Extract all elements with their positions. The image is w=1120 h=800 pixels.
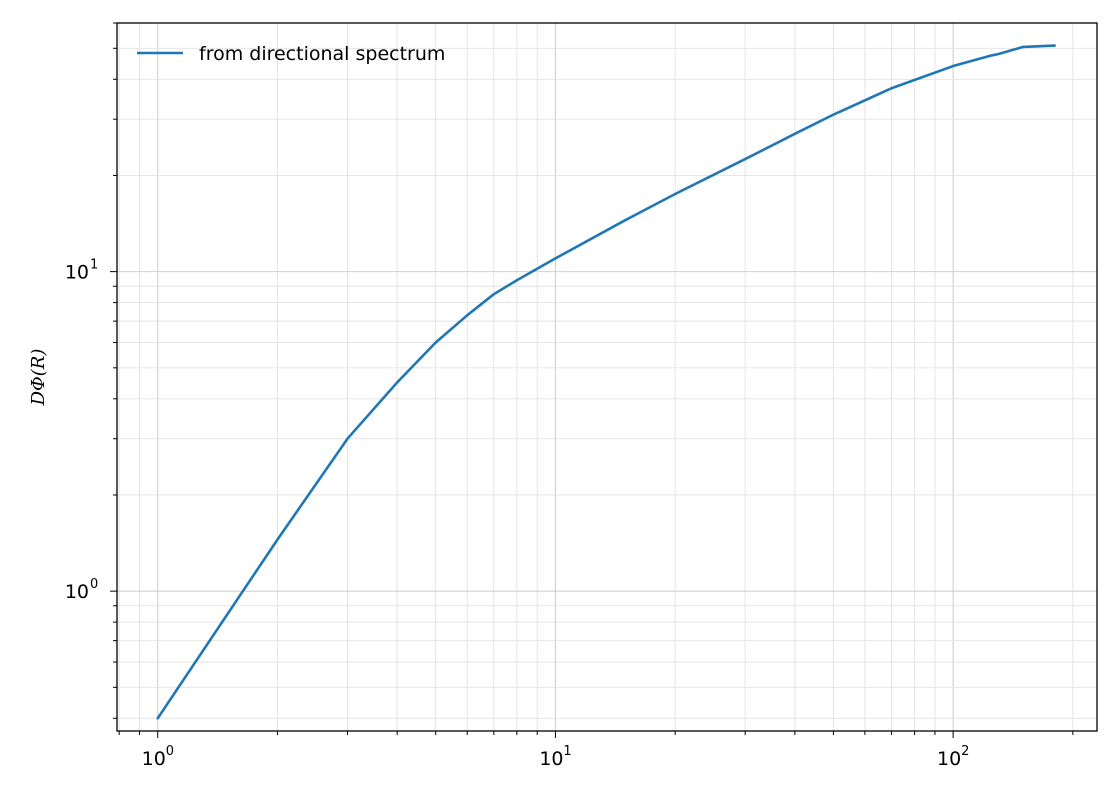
x-tick-label-base: 10 [937,748,961,770]
x-tick-label-base: 10 [539,748,563,770]
legend-entry-label: from directional spectrum [199,43,445,65]
y-axis-label: DΦ(R) [28,349,49,407]
x-tick-label-exponent: 1 [563,744,571,759]
y-tick-label: 10 0 [65,577,98,603]
y-tick-label-exponent: 0 [90,577,98,592]
grid [117,22,1097,731]
y-tick-label-base: 10 [65,262,89,284]
y-tick-label: 10 1 [65,258,98,284]
y-tick-label-exponent: 1 [90,258,98,273]
axis-ticks [110,22,1074,738]
x-tick-label-base: 10 [142,748,166,770]
x-tick-label: 10 2 [937,744,969,770]
legend: from directional spectrum [137,43,445,65]
x-tick-label: 10 0 [142,744,174,770]
x-tick-label-exponent: 0 [166,744,174,759]
series-line [156,44,1056,720]
tick-labels: 10 0 10 1 10 210 010 1 [65,258,970,770]
x-tick-label-exponent: 2 [961,744,969,759]
x-tick-label: 10 1 [539,744,571,770]
plot-frame [116,22,1098,732]
y-tick-label-base: 10 [65,581,89,603]
series-layer [156,44,1056,720]
